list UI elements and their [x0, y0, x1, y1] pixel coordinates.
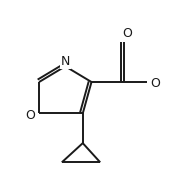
- Text: O: O: [122, 27, 132, 40]
- Text: N: N: [61, 55, 70, 68]
- Text: O: O: [26, 109, 36, 122]
- Text: O: O: [150, 77, 160, 90]
